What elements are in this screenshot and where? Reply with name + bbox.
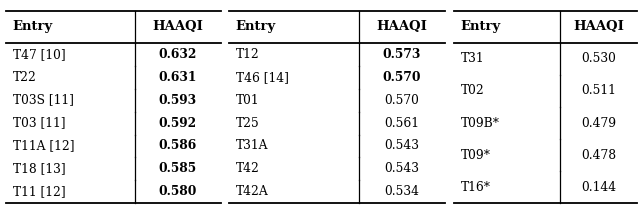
- Text: 0.511: 0.511: [581, 85, 616, 97]
- Text: T42: T42: [236, 162, 259, 175]
- Text: T46 [14]: T46 [14]: [236, 71, 289, 84]
- Text: HAAQI: HAAQI: [573, 20, 624, 33]
- Text: T11A [12]: T11A [12]: [13, 140, 74, 153]
- Text: 0.543: 0.543: [384, 162, 419, 175]
- Text: HAAQI: HAAQI: [376, 20, 427, 33]
- Text: 0.478: 0.478: [581, 149, 616, 162]
- Text: 0.592: 0.592: [159, 117, 197, 129]
- Text: 0.573: 0.573: [383, 48, 421, 61]
- Text: 0.570: 0.570: [384, 94, 419, 107]
- Text: T42A: T42A: [236, 185, 268, 198]
- Text: 0.144: 0.144: [581, 181, 616, 194]
- Text: T31: T31: [461, 52, 484, 65]
- Text: T25: T25: [236, 117, 259, 129]
- Text: 0.479: 0.479: [581, 117, 616, 129]
- Text: 0.585: 0.585: [159, 162, 197, 175]
- Text: 0.593: 0.593: [159, 94, 197, 107]
- Text: T18 [13]: T18 [13]: [13, 162, 65, 175]
- Text: T47 [10]: T47 [10]: [13, 48, 65, 61]
- Text: 0.530: 0.530: [581, 52, 616, 65]
- Text: 0.586: 0.586: [159, 140, 197, 153]
- Text: 0.632: 0.632: [159, 48, 197, 61]
- Text: 0.570: 0.570: [383, 71, 421, 84]
- Text: 0.631: 0.631: [159, 71, 197, 84]
- Text: T03 [11]: T03 [11]: [13, 117, 65, 129]
- Text: Entry: Entry: [461, 20, 501, 33]
- Text: 0.580: 0.580: [159, 185, 197, 198]
- Text: T31A: T31A: [236, 140, 268, 153]
- Text: T11 [12]: T11 [12]: [13, 185, 65, 198]
- Text: T09B*: T09B*: [461, 117, 500, 129]
- Text: Entry: Entry: [13, 20, 53, 33]
- Text: 0.534: 0.534: [384, 185, 419, 198]
- Text: T22: T22: [13, 71, 36, 84]
- Text: T02: T02: [461, 85, 484, 97]
- Text: T01: T01: [236, 94, 259, 107]
- Text: 0.543: 0.543: [384, 140, 419, 153]
- Text: Entry: Entry: [236, 20, 276, 33]
- Text: T16*: T16*: [461, 181, 491, 194]
- Text: T03S [11]: T03S [11]: [13, 94, 74, 107]
- Text: T12: T12: [236, 48, 259, 61]
- Text: T09*: T09*: [461, 149, 491, 162]
- Text: HAAQI: HAAQI: [152, 20, 204, 33]
- Text: 0.561: 0.561: [384, 117, 419, 129]
